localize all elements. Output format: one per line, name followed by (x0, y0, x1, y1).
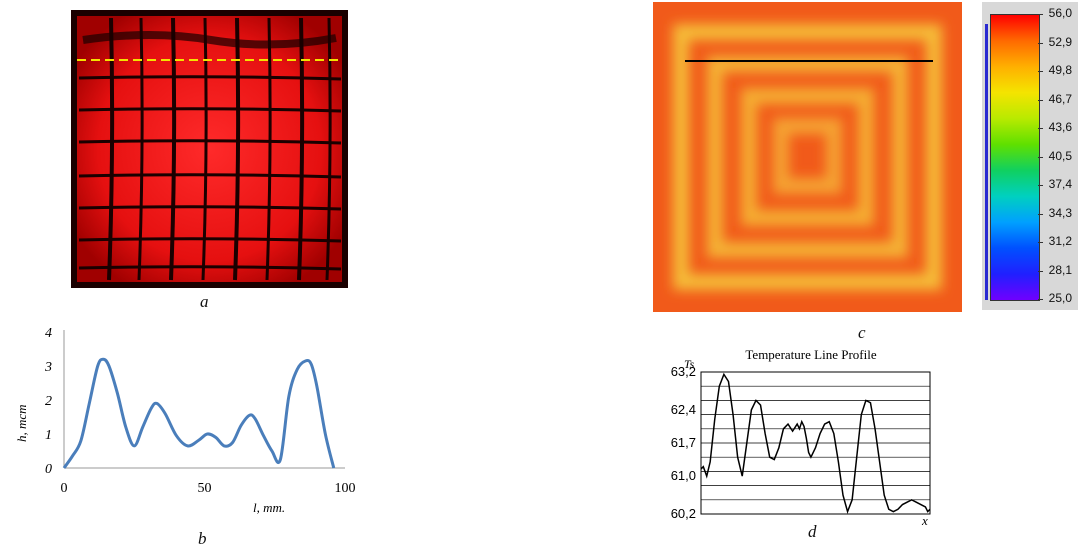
chart-b-y-tick-label: 1 (45, 428, 52, 443)
colorbar-tick-mark (1038, 99, 1043, 101)
colorbar-panel: 56,0 52,9 49,8 46,7 43,6 40,5 37,4 34,3 31,2 28,1… (982, 2, 1078, 310)
colorbar-tick-label: 31,2 (1048, 234, 1072, 248)
chart-d-y-tick-label: 62,4 (671, 402, 696, 417)
panel-a-vertical-line (201, 17, 208, 281)
colorbar-tick-mark (1038, 128, 1043, 129)
chart-b-x-tick-label: 0 (61, 481, 68, 496)
colorbar-tick-label: 28,1 (1048, 262, 1072, 277)
chart-b-series-line (62, 357, 336, 469)
panel-b-label: b (198, 529, 207, 548)
chart-b-ylabel: h, mcm (14, 404, 29, 442)
chart-d-xlabel: x (921, 513, 928, 528)
panel-a-horizontal-line (78, 107, 342, 113)
chart-b-y-tick-label: 2 (45, 394, 52, 409)
colorbar-tick-label: 40,5 (1048, 148, 1072, 163)
colorbar-tick-mark (1038, 270, 1043, 272)
panel-a-horizontal-line (78, 265, 342, 271)
chart-d-y-tick-label: 61,7 (671, 435, 696, 450)
chart-d-y-tick-label: 60,2 (671, 506, 696, 521)
colorbar-tick-label: 46,7 (1048, 91, 1072, 106)
colorbar-tick-mark (1038, 71, 1043, 72)
panel-a-horizontal-line (78, 75, 342, 81)
panel-a-label: a (200, 292, 209, 311)
colorbar-tick-mark (1038, 213, 1043, 215)
panel-d-label: d (808, 522, 817, 541)
panel-a-horizontal-line (78, 237, 342, 243)
chart-d-temperature-profile: Temperature Line Profile Ts x 60,2 61,0 61… (671, 347, 931, 528)
colorbar-tick-mark (1038, 42, 1043, 44)
panel-c-rings (673, 24, 942, 290)
colorbar-tick-label: 34,3 (1048, 205, 1072, 220)
panel-a-grid (78, 17, 342, 281)
colorbar-tick-mark (1038, 14, 1043, 15)
chart-d-series-line (700, 372, 931, 515)
chart-d-y-tick-label: 61,0 (671, 468, 696, 483)
panel-a-horizontal-line (78, 173, 342, 179)
panel-c-svg (653, 2, 962, 312)
colorbar-tick-mark (1038, 299, 1043, 300)
colorbar-tick-label: 25,0 (1048, 291, 1072, 305)
chart-b-x-tick-label: 100 (335, 481, 356, 496)
colorbar-tick-label: 49,8 (1048, 63, 1072, 77)
colorbar-tick-label: 56,0 (1048, 6, 1072, 20)
panel-a-horizontal-line (78, 205, 342, 211)
panel-a-vertical-line (325, 17, 332, 281)
panel-a-vertical-line (107, 17, 115, 281)
panel-a-vertical-line (137, 17, 144, 281)
panel-a-top-dark-band (82, 31, 337, 49)
panel-c-thermal-image (653, 2, 962, 312)
colorbar-gradient (990, 14, 1040, 301)
colorbar-tick-label: 37,4 (1048, 177, 1072, 191)
colorbar-side-line (985, 24, 988, 300)
chart-b-height-profile: 0 1 2 3 4 0 50 100 l, mm. h, mcm (14, 326, 356, 515)
panel-a-vertical-line (233, 17, 241, 281)
panel-a-vertical-line (297, 17, 305, 281)
colorbar-tick-mark (1038, 156, 1043, 158)
colorbar-tick-mark (1038, 242, 1043, 243)
chart-b-y-tick-label: 3 (44, 360, 52, 375)
chart-b-x-tick-label: 50 (198, 481, 212, 496)
chart-b-y-tick-label: 0 (45, 462, 52, 477)
colorbar-tick-mark (1038, 185, 1043, 186)
chart-b-y-tick-label: 4 (45, 326, 52, 341)
chart-d-ylabel: Ts (684, 357, 695, 371)
panel-a-svg (71, 10, 348, 288)
chart-d-title: Temperature Line Profile (745, 347, 876, 362)
panel-a-horizontal-line (78, 139, 342, 145)
colorbar-tick-label: 52,9 (1048, 34, 1072, 49)
panel-c-label: c (858, 323, 866, 342)
panel-a-vertical-line (169, 17, 177, 281)
colorbar-tick-label: 43,6 (1048, 120, 1072, 134)
panel-c-background (653, 2, 962, 312)
chart-d-y-tick-label: 63,2 (671, 364, 696, 379)
panel-a-image (71, 10, 348, 288)
panel-a-vertical-line (265, 17, 272, 281)
chart-b-xlabel: l, mm. (253, 500, 285, 515)
